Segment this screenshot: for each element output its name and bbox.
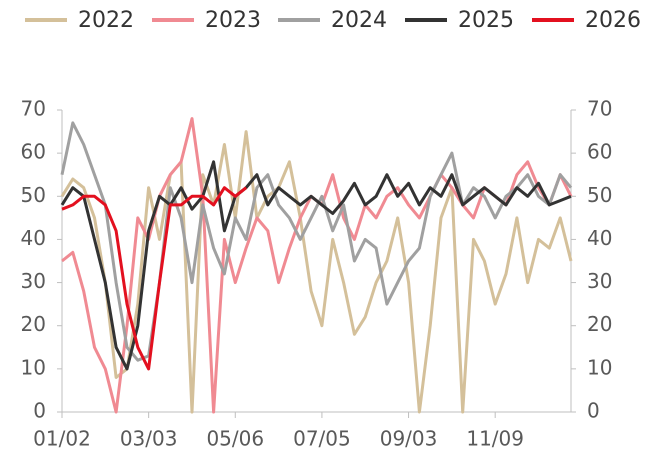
legend-label: 2025	[458, 8, 514, 33]
y2-tick-label: 30	[587, 269, 612, 293]
y-tick-label: 10	[21, 355, 46, 379]
y2-tick-label: 10	[587, 355, 612, 379]
y-tick-label: 30	[21, 269, 46, 293]
series-line	[60, 130, 573, 414]
series-line	[61, 117, 573, 414]
y2-tick-label: 0	[587, 399, 600, 423]
legend-label: 2023	[205, 8, 261, 33]
series-line	[60, 121, 573, 362]
x-tick-label: 11/09	[466, 427, 524, 451]
x-tick-label: 05/06	[206, 427, 264, 451]
y-tick-label: 0	[33, 399, 46, 423]
y2-tick-label: 60	[587, 140, 612, 164]
series-line	[60, 160, 572, 371]
y2-tick-label: 40	[587, 226, 612, 250]
y2-tick-label: 70	[587, 97, 612, 121]
legend-label: 2022	[78, 8, 134, 33]
x-tick-label: 09/03	[380, 427, 438, 451]
y2-tick-label: 20	[587, 312, 612, 336]
y2-tick-label: 50	[587, 183, 612, 207]
y-tick-label: 70	[21, 97, 46, 121]
y-tick-label: 40	[21, 226, 46, 250]
series-line	[61, 186, 248, 371]
legend-label: 2024	[331, 8, 387, 33]
x-tick-label: 07/05	[293, 427, 351, 451]
y-tick-label: 50	[21, 183, 46, 207]
y-tick-label: 20	[21, 312, 46, 336]
x-tick-label: 03/03	[120, 427, 178, 451]
x-tick-label: 01/02	[33, 427, 91, 451]
legend-label: 2026	[585, 8, 641, 33]
y-tick-label: 60	[21, 140, 46, 164]
